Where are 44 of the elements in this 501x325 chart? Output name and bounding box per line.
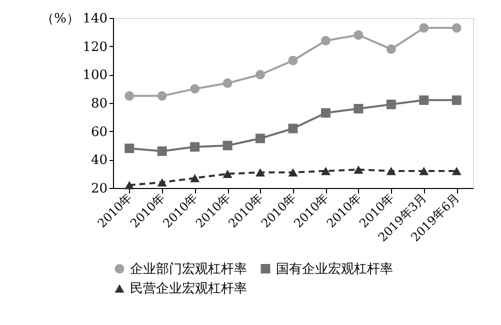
point	[157, 178, 167, 186]
point	[320, 36, 330, 46]
point	[354, 30, 364, 40]
point	[452, 166, 462, 176]
point	[222, 78, 232, 88]
point	[419, 95, 429, 105]
point	[256, 168, 266, 177]
legend-label: 企业部门宏观杠杆率	[130, 260, 247, 277]
y-tick-label: 40	[90, 153, 108, 168]
point	[124, 91, 134, 101]
point	[320, 108, 330, 118]
y-tick-label: 120	[82, 40, 108, 55]
point	[124, 181, 134, 190]
point	[419, 23, 429, 33]
y-tick-label: 60	[90, 124, 108, 140]
point	[190, 174, 200, 182]
y-tick-label: 80	[90, 96, 108, 112]
y-tick-label: 140	[82, 12, 108, 26]
point	[354, 165, 364, 174]
point	[354, 104, 364, 114]
point	[124, 144, 134, 154]
legend-label: 民营企业宏观杠杆率	[130, 280, 247, 296]
point	[222, 140, 232, 150]
y-axis-title: （%）	[41, 12, 80, 26]
point	[157, 91, 167, 101]
point	[386, 166, 396, 176]
point	[157, 146, 167, 156]
point	[452, 95, 462, 105]
point	[386, 100, 396, 110]
legend-label: 国有企业宏观杠杆率	[276, 260, 393, 277]
point	[256, 134, 266, 144]
point	[320, 166, 330, 176]
point	[288, 168, 298, 177]
point	[419, 166, 429, 176]
point	[288, 56, 298, 66]
point	[288, 124, 298, 134]
point	[452, 23, 462, 33]
y-tick-label: 20	[90, 182, 108, 196]
point	[222, 170, 232, 178]
point	[256, 70, 266, 80]
point	[386, 44, 396, 54]
y-tick-label: 100	[82, 68, 108, 84]
point	[190, 142, 200, 152]
point	[190, 84, 200, 94]
